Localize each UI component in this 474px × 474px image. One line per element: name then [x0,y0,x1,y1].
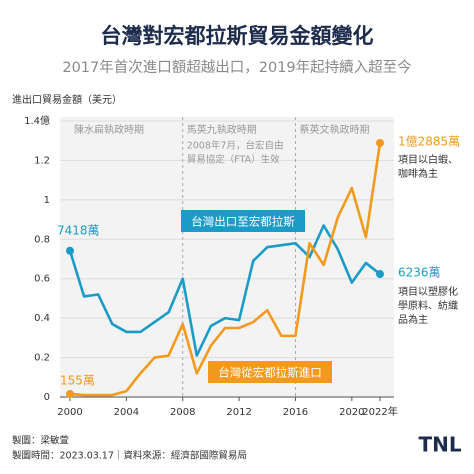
series-line [68,224,381,357]
value-label: 7418萬 [57,224,100,238]
value-label: 6236萬 [398,266,441,280]
y-axis-title: 進出口貿易金額（美元） [12,93,122,106]
y-tick-label: 1.4億 [24,114,50,127]
x-tick-label: 2008 [170,407,195,418]
y-tick-label: 0.4 [34,313,50,324]
annotation: 2008年7月，台宏自由 [187,140,284,152]
y-tick-label: 0.6 [34,274,50,285]
series-label-box [208,361,332,383]
series-label: 台灣出口至宏都拉斯 [191,215,295,229]
chart-title: 台灣對宏都拉斯貿易金額變化 [101,24,374,48]
value-note: 學原料、紡織 [398,299,458,312]
x-tick-label: 2004 [114,407,139,418]
series-label: 台灣從宏都拉斯進口 [218,366,322,380]
y-tick-label: 0 [44,392,50,403]
x-tick-label: 2020 [339,407,364,418]
x-tick-label: 2012 [226,407,251,418]
value-note: 項目以塑膠化 [398,285,458,298]
plot-area [60,117,394,398]
y-tick-label: 1.2 [34,155,50,166]
y-tick-label: 0.8 [34,234,50,245]
period-label: 馬英九執政時期 [187,123,257,136]
footer-line: 製圖時間：2023.03.17｜資料來源：經濟部國際貿易局 [12,450,247,462]
series-label-box [181,210,305,232]
value-note: 項目以白蝦、 [398,153,458,166]
end-point [66,246,74,255]
x-tick-label: 2016 [283,407,308,418]
logo: TNL [418,433,461,457]
end-point [66,389,74,398]
chart-subtitle: 2017年首次進口額超越出口，2019年起持續入超至今 [62,59,411,76]
footer-line: 製圖：梁敏萱 [12,435,69,447]
end-point [376,138,384,147]
period-label: 蔡英文執政時期 [299,123,369,136]
x-tick-label: 2022年 [362,405,397,418]
end-point [376,270,384,279]
series-line [69,142,382,397]
x-tick-label: 2000 [57,407,82,418]
value-note: 品為主 [398,313,428,326]
period-label: 陳水扁執政時期 [74,123,144,136]
annotation: 貿易協定（FTA）生效 [187,154,280,166]
value-label: 155萬 [60,374,95,388]
value-label: 1億2885萬 [398,135,460,149]
y-tick-label: 0.2 [34,353,50,364]
value-note: 咖啡為主 [398,167,438,180]
y-tick-label: 1 [44,195,50,206]
